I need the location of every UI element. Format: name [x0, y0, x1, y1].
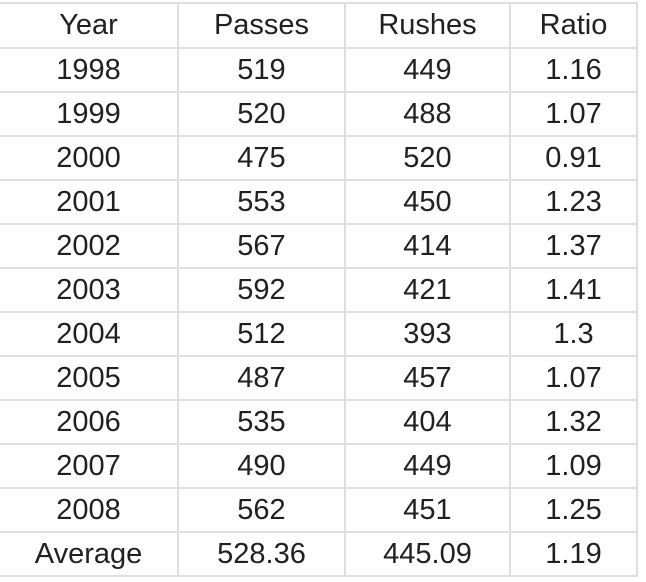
- header-cell-year: Year: [0, 2, 179, 49]
- value-cell: 1.19: [509, 531, 638, 577]
- header-cell-ratio: Ratio: [509, 2, 638, 49]
- passes-rushes-table: Year Passes Rushes Ratio 1998 519 449 1.16 1999…: [0, 2, 638, 577]
- value-cell: 414: [344, 223, 511, 269]
- value-cell: 449: [344, 47, 511, 93]
- value-cell: 450: [344, 179, 511, 225]
- value-cell: 1.37: [509, 223, 638, 269]
- row-label-cell: 2000: [0, 135, 179, 181]
- table-row: 2006 535 404 1.32: [0, 399, 638, 445]
- row-label-cell: 2006: [0, 399, 179, 445]
- value-cell: 528.36: [177, 531, 346, 577]
- value-cell: 1.41: [509, 267, 638, 313]
- table-row: 2007 490 449 1.09: [0, 443, 638, 489]
- value-cell: 421: [344, 267, 511, 313]
- row-label-cell: 2005: [0, 355, 179, 401]
- value-cell: 1.07: [509, 91, 638, 137]
- row-label-cell: 2004: [0, 311, 179, 357]
- header-row: Year Passes Rushes Ratio: [0, 2, 638, 49]
- row-label-cell: 2003: [0, 267, 179, 313]
- value-cell: 449: [344, 443, 511, 489]
- table-row: 2008 562 451 1.25: [0, 487, 638, 533]
- value-cell: 393: [344, 311, 511, 357]
- table-row: 2005 487 457 1.07: [0, 355, 638, 401]
- value-cell: 520: [177, 91, 346, 137]
- value-cell: 553: [177, 179, 346, 225]
- value-cell: 512: [177, 311, 346, 357]
- value-cell: 475: [177, 135, 346, 181]
- table-row: 2000 475 520 0.91: [0, 135, 638, 181]
- table-row: 2002 567 414 1.37: [0, 223, 638, 269]
- value-cell: 404: [344, 399, 511, 445]
- value-cell: 457: [344, 355, 511, 401]
- table-row: 1998 519 449 1.16: [0, 47, 638, 93]
- row-label-cell: Average: [0, 531, 179, 577]
- header-cell-passes: Passes: [177, 2, 346, 49]
- table-row: 2003 592 421 1.41: [0, 267, 638, 313]
- row-label-cell: 2001: [0, 179, 179, 225]
- table-row: 1999 520 488 1.07: [0, 91, 638, 137]
- value-cell: 1.25: [509, 487, 638, 533]
- value-cell: 1.07: [509, 355, 638, 401]
- value-cell: 1.16: [509, 47, 638, 93]
- table-row: 2004 512 393 1.3: [0, 311, 638, 357]
- value-cell: 1.23: [509, 179, 638, 225]
- value-cell: 490: [177, 443, 346, 489]
- value-cell: 1.32: [509, 399, 638, 445]
- value-cell: 535: [177, 399, 346, 445]
- value-cell: 592: [177, 267, 346, 313]
- row-label-cell: 2008: [0, 487, 179, 533]
- value-cell: 519: [177, 47, 346, 93]
- value-cell: 1.09: [509, 443, 638, 489]
- value-cell: 1.3: [509, 311, 638, 357]
- value-cell: 520: [344, 135, 511, 181]
- value-cell: 567: [177, 223, 346, 269]
- value-cell: 487: [177, 355, 346, 401]
- value-cell: 0.91: [509, 135, 638, 181]
- row-label-cell: 1999: [0, 91, 179, 137]
- value-cell: 445.09: [344, 531, 511, 577]
- row-label-cell: 2002: [0, 223, 179, 269]
- table-row: 2001 553 450 1.23: [0, 179, 638, 225]
- table-row: Average 528.36 445.09 1.19: [0, 531, 638, 577]
- value-cell: 562: [177, 487, 346, 533]
- table-body: 1998 519 449 1.16 1999 520 488 1.07 2000 475 520 0.…: [0, 47, 638, 577]
- value-cell: 451: [344, 487, 511, 533]
- header-cell-rushes: Rushes: [344, 2, 511, 49]
- value-cell: 488: [344, 91, 511, 137]
- row-label-cell: 2007: [0, 443, 179, 489]
- row-label-cell: 1998: [0, 47, 179, 93]
